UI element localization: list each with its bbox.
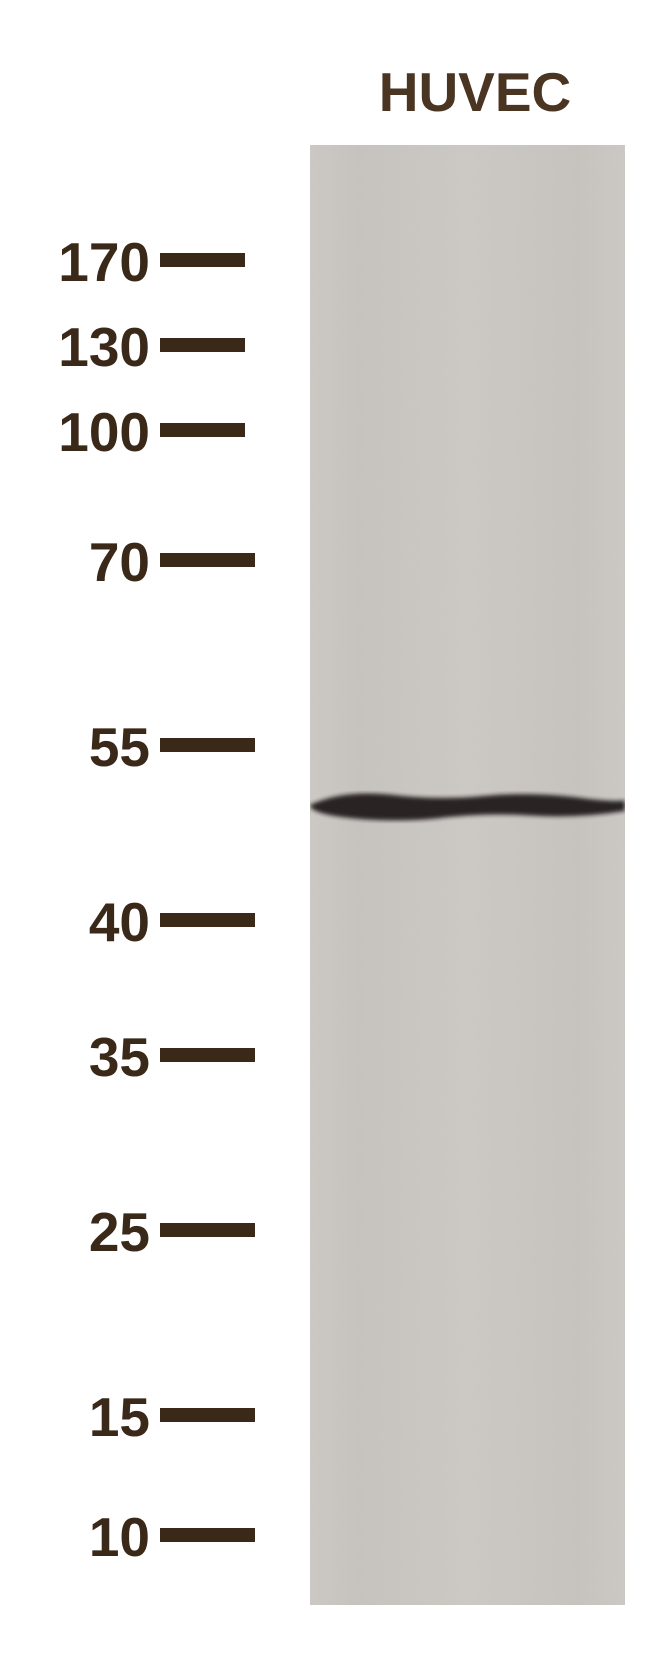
marker-label-35: 35 xyxy=(20,1025,150,1089)
marker-tick-55 xyxy=(160,738,255,752)
marker-tick-130 xyxy=(160,338,245,352)
marker-label-55: 55 xyxy=(20,715,150,779)
marker-label-170: 170 xyxy=(20,230,150,294)
western-blot-figure: HUVEC 170 130 100 70 55 40 35 25 15 10 xyxy=(0,0,650,1653)
marker-tick-15 xyxy=(160,1408,255,1422)
marker-tick-35 xyxy=(160,1048,255,1062)
marker-label-100: 100 xyxy=(20,400,150,464)
blot-background-svg xyxy=(310,145,625,1605)
marker-label-25: 25 xyxy=(20,1200,150,1264)
marker-tick-40 xyxy=(160,913,255,927)
blot-lane xyxy=(310,145,625,1605)
marker-tick-70 xyxy=(160,553,255,567)
marker-label-15: 15 xyxy=(20,1385,150,1449)
marker-tick-25 xyxy=(160,1223,255,1237)
marker-label-40: 40 xyxy=(20,890,150,954)
marker-tick-170 xyxy=(160,253,245,267)
marker-label-10: 10 xyxy=(20,1505,150,1569)
marker-tick-100 xyxy=(160,423,245,437)
marker-label-70: 70 xyxy=(20,530,150,594)
marker-label-130: 130 xyxy=(20,315,150,379)
marker-tick-10 xyxy=(160,1528,255,1542)
lane-label-huvec: HUVEC xyxy=(350,60,600,124)
